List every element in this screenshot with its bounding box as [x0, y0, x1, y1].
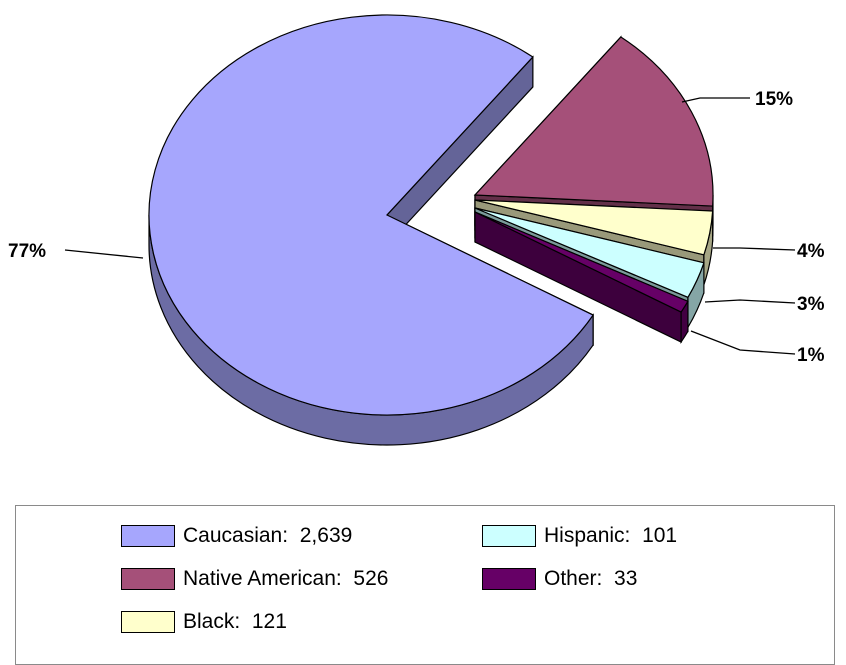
percent-label: 15%: [755, 89, 793, 110]
legend: Caucasian: 2,639 Native American: 526 Bl…: [15, 505, 835, 665]
legend-value: 2,639: [300, 524, 353, 548]
legend-item-other: Other: 33: [482, 567, 637, 591]
legend-label: Black: [183, 610, 234, 634]
legend-item-hispanic: Hispanic: 101: [482, 524, 677, 548]
leader-line: [65, 250, 143, 258]
legend-item-black: Black: 121: [121, 610, 287, 634]
leader-line: [713, 248, 795, 250]
legend-swatch: [482, 525, 536, 547]
percent-label: 4%: [797, 241, 825, 262]
percent-label: 1%: [797, 345, 825, 366]
percent-label: 3%: [797, 294, 825, 315]
legend-swatch: [121, 568, 175, 590]
legend-label: Hispanic: [544, 524, 625, 548]
legend-value: 526: [353, 567, 388, 591]
legend-value: 101: [642, 524, 677, 548]
legend-swatch: [482, 568, 536, 590]
leader-line: [682, 98, 750, 102]
legend-value: 121: [252, 610, 287, 634]
legend-item-native-american: Native American: 526: [121, 567, 388, 591]
legend-swatch: [121, 525, 175, 547]
legend-label: Other: [544, 567, 597, 591]
percent-label: 77%: [8, 241, 46, 262]
leader-line: [705, 300, 795, 303]
legend-swatch: [121, 611, 175, 633]
legend-value: 33: [614, 567, 637, 591]
legend-item-caucasian: Caucasian: 2,639: [121, 524, 352, 548]
pie-chart: 77% 15% 4% 3% 1%: [0, 0, 846, 480]
leader-line: [691, 331, 795, 354]
legend-label: Caucasian: [183, 524, 282, 548]
legend-label: Native American: [183, 567, 336, 591]
